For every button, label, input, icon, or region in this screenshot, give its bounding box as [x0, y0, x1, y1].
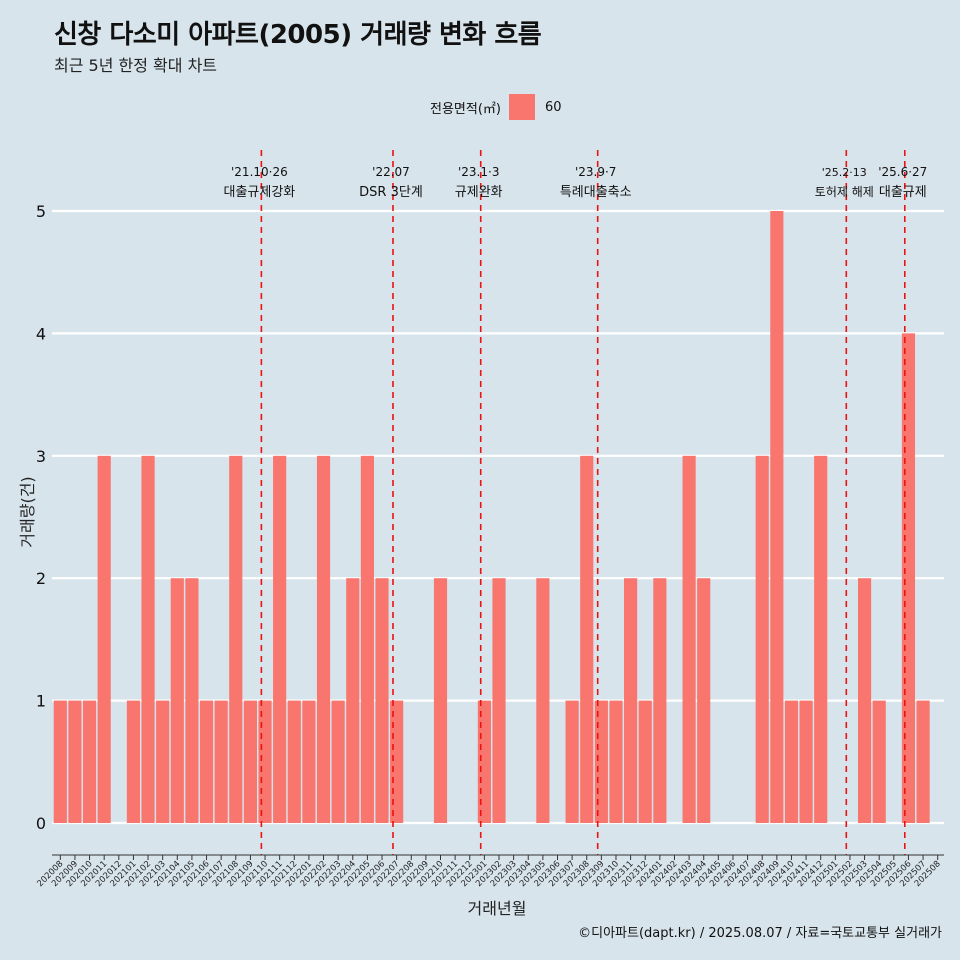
source-footer: ©디아파트(dapt.kr) / 2025.08.07 / 자료=국토교통부 실…: [578, 926, 942, 941]
axes: 0123452020082020092020102020112020122021…: [35, 202, 944, 889]
bar: [316, 455, 331, 823]
bar: [331, 700, 345, 823]
bar: [653, 578, 667, 823]
bar: [287, 700, 301, 823]
bar: [214, 700, 228, 823]
event-date-label: '23.1·3: [458, 165, 499, 179]
bar: [258, 700, 272, 823]
bar: [346, 578, 360, 823]
bar: [229, 455, 243, 823]
legend-key-swatch: [508, 94, 535, 120]
bar: [302, 700, 316, 823]
bar: [141, 455, 155, 823]
bar: [536, 578, 550, 823]
bar: [170, 578, 184, 823]
bar: [580, 455, 594, 823]
event-date-label: '25.6·27: [878, 165, 927, 179]
bar: [273, 455, 287, 823]
bar: [770, 211, 784, 823]
bar: [697, 578, 711, 823]
event-name-label: 대출규제: [879, 185, 927, 200]
y-tick-label: 3: [36, 447, 46, 466]
event-name-label: 토허제 해제: [815, 185, 874, 199]
bar: [857, 578, 872, 823]
bar: [784, 700, 799, 823]
event-date-label: '25.2·13: [822, 166, 867, 179]
bar: [799, 700, 813, 823]
bar: [82, 700, 97, 823]
bar: [755, 455, 769, 823]
bar: [916, 700, 930, 823]
bar: [872, 700, 886, 823]
x-axis-title: 거래년월: [468, 899, 527, 918]
bar: [638, 700, 652, 823]
bar: [199, 700, 214, 823]
bar: [243, 700, 257, 823]
bar: [814, 455, 828, 823]
bar: [375, 578, 389, 823]
bar: [609, 700, 623, 823]
legend-item-label: 60: [544, 99, 562, 115]
bar: [390, 700, 404, 823]
bar: [565, 700, 579, 823]
bars: [53, 211, 930, 823]
legend: 전용면적(㎡) 60: [430, 94, 562, 120]
event-date-label: '22.07: [372, 165, 410, 179]
event-date-label: '23.9·7: [575, 165, 616, 179]
event-name-label: 규제완화: [455, 185, 503, 200]
y-tick-label: 1: [36, 692, 46, 711]
bar: [185, 578, 199, 823]
bar: [68, 700, 82, 823]
bar: [477, 700, 491, 823]
bar: [594, 700, 608, 823]
chart-subtitle: 최근 5년 한정 확대 차트: [54, 56, 218, 75]
bar: [360, 455, 374, 823]
event-date-label: '21.10·26: [231, 165, 288, 179]
bar: [97, 455, 111, 823]
bar: [492, 578, 506, 823]
bar: [901, 333, 916, 823]
bar: [156, 700, 170, 823]
legend-title: 전용면적(㎡): [430, 101, 501, 117]
y-tick-label: 5: [36, 202, 46, 221]
bar: [126, 700, 141, 823]
y-tick-label: 4: [36, 324, 46, 343]
chart-title: 신창 다소미 아파트(2005) 거래량 변화 흐름: [54, 20, 542, 50]
y-tick-label: 2: [36, 569, 46, 588]
event-markers: '21.10·26 대출규제강화 '22.07 DSR 3단계 '23.1·3 규제완화 '…: [223, 150, 927, 855]
bar: [682, 455, 696, 823]
bar: [624, 578, 638, 823]
y-tick-label: 0: [36, 814, 46, 833]
event-name-label: DSR 3단계: [359, 185, 423, 200]
bar: [433, 578, 448, 823]
event-name-label: 대출규제강화: [223, 185, 295, 200]
event-name-label: 특례대출축소: [560, 185, 632, 200]
bar: [53, 700, 67, 823]
y-axis-title: 거래량(건): [18, 476, 37, 547]
